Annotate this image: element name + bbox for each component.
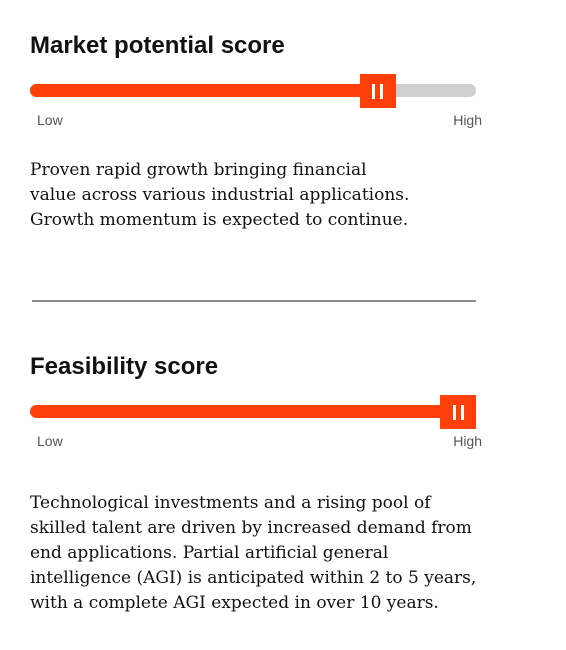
market-potential-title: Market potential score: [30, 32, 285, 59]
market-potential-scale: Low High: [30, 112, 482, 132]
description-line: end applications. Partial artificial gen…: [30, 543, 389, 563]
description-line: intelligence (AGI) is anticipated within…: [30, 568, 477, 588]
description-line: Technological investments and a rising p…: [30, 493, 431, 513]
description-line: skilled talent are driven by increased d…: [30, 518, 472, 538]
scale-high-label: High: [453, 433, 482, 449]
scale-low-label: Low: [37, 433, 63, 449]
scale-high-label: High: [453, 112, 482, 128]
feasibility-slider[interactable]: [30, 395, 477, 429]
feasibility-title: Feasibility score: [30, 353, 219, 380]
market-potential-handle[interactable]: [359, 74, 396, 108]
grip-icon: [452, 404, 456, 420]
grip-icon: [380, 83, 384, 99]
grip-icon: [460, 404, 464, 420]
market-potential-section: Market potential score Low High Proven r…: [30, 32, 490, 233]
feasibility-handle[interactable]: [440, 395, 477, 429]
section-divider: [32, 300, 476, 302]
market-potential-description: Proven rapid growth bringing financial v…: [30, 158, 490, 233]
grip-icon: [372, 83, 376, 99]
description-line: value across various industrial applicat…: [30, 185, 410, 205]
feasibility-scale: Low High: [30, 433, 482, 453]
description-line: Growth momentum is expected to continue.: [30, 210, 409, 230]
scale-low-label: Low: [37, 112, 63, 128]
market-potential-fill: [30, 84, 378, 97]
feasibility-fill: [30, 405, 459, 418]
feasibility-section: Feasibility score Low High Technological…: [30, 353, 490, 616]
description-line: with a complete AGI expected in over 10 …: [30, 593, 439, 613]
feasibility-description: Technological investments and a rising p…: [30, 491, 490, 616]
market-potential-slider[interactable]: [30, 74, 476, 108]
description-line: Proven rapid growth bringing financial: [30, 160, 367, 180]
